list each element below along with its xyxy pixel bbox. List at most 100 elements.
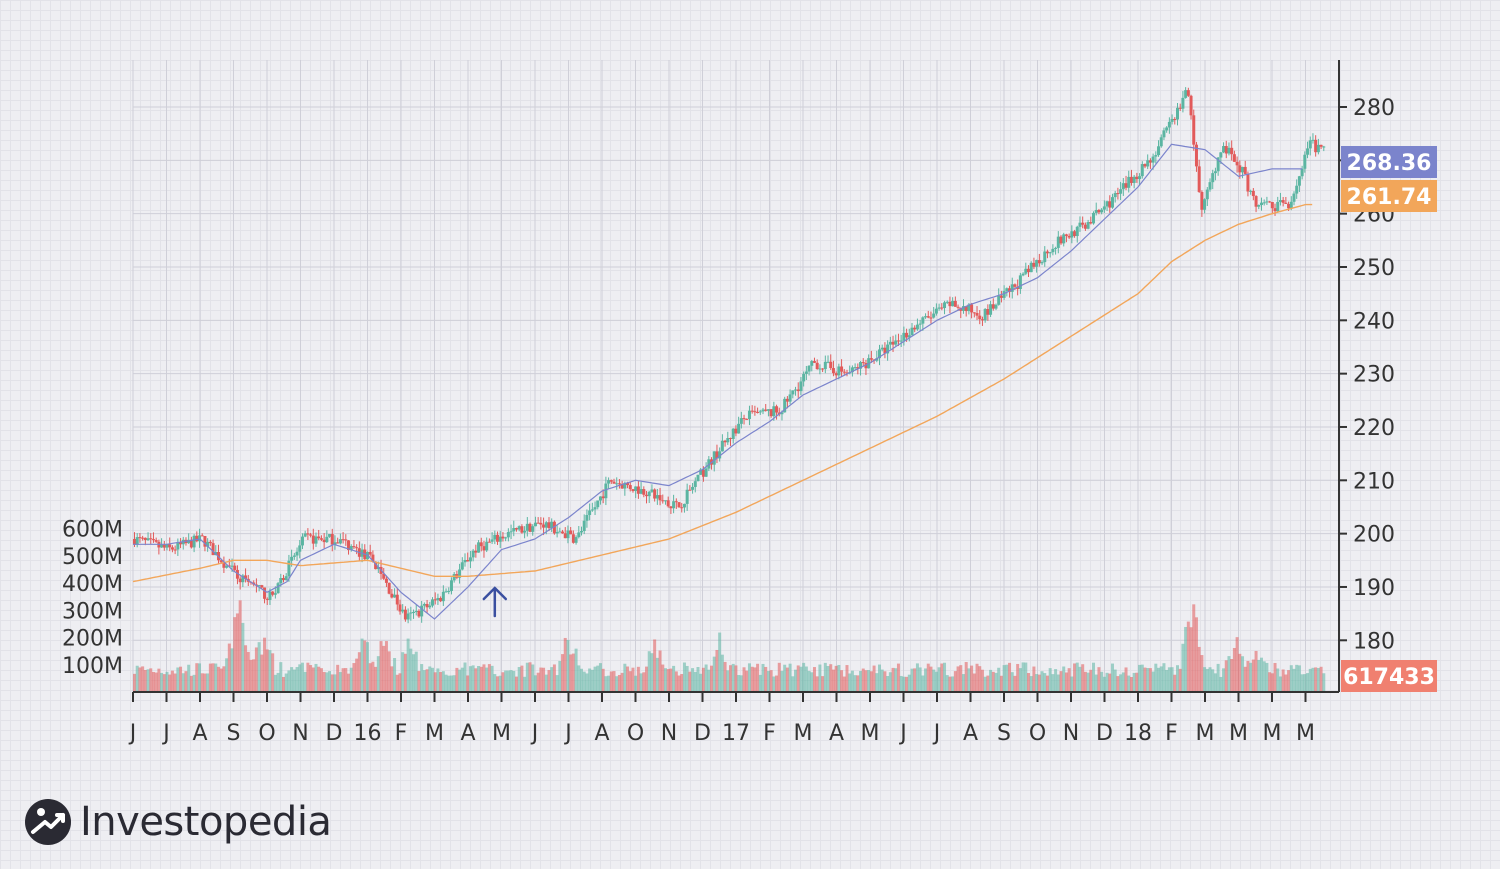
volume-bar — [1124, 667, 1128, 692]
price-tick-label: 230 — [1353, 363, 1395, 388]
volume-bar — [441, 671, 445, 692]
candle-body — [834, 373, 838, 376]
volume-bar — [187, 664, 191, 692]
volume-bar — [696, 667, 700, 692]
volume-label: 617433 — [1343, 665, 1435, 690]
candle-body — [1027, 268, 1030, 273]
candle-body — [509, 531, 513, 533]
candle-body — [265, 598, 269, 600]
volume-bar — [1021, 662, 1025, 692]
volume-bar — [558, 660, 562, 692]
volume-bar — [1165, 669, 1169, 692]
volume-bar — [325, 672, 329, 692]
volume-bar — [1045, 675, 1049, 692]
candle-body — [1113, 193, 1117, 198]
volume-bar — [642, 672, 646, 692]
candle-body — [176, 541, 180, 550]
volume-bar — [807, 670, 811, 692]
price-tick-label: 200 — [1353, 523, 1395, 548]
volume-bar — [330, 674, 334, 692]
volume-bar — [742, 667, 746, 692]
candle-body — [292, 555, 296, 557]
volume-bar — [1235, 637, 1239, 692]
candle-body — [1319, 144, 1323, 147]
volume-bar — [393, 658, 397, 692]
candle-body — [601, 496, 605, 499]
volume-bar — [1306, 673, 1310, 692]
volume-bar — [1216, 663, 1220, 692]
volume-bar — [680, 674, 684, 692]
volume-bar — [420, 664, 424, 692]
volume-bar — [574, 648, 578, 692]
volume-bar — [257, 642, 261, 692]
candle-body — [585, 514, 589, 521]
candle-body — [1062, 234, 1066, 244]
volume-bar — [869, 671, 873, 692]
candle-body — [555, 531, 559, 534]
candle-body — [826, 361, 830, 363]
volume-bar — [826, 666, 830, 692]
candle-body — [1243, 166, 1247, 174]
month-tick-label: F — [763, 721, 776, 746]
volume-bar — [314, 663, 318, 692]
month-tick-label: A — [829, 721, 844, 746]
candle-body — [189, 539, 193, 548]
candle-body — [330, 534, 334, 545]
candle-body — [628, 485, 632, 490]
candle-body — [940, 307, 944, 309]
volume-bar — [710, 665, 714, 692]
volume-bar — [477, 665, 481, 692]
candle-body — [347, 540, 351, 551]
volume-bar — [328, 671, 332, 692]
candle-body — [1002, 291, 1006, 298]
volume-bar — [422, 670, 426, 692]
candle-body — [552, 521, 556, 534]
candle-body — [783, 398, 787, 413]
candle-body — [693, 481, 697, 487]
candle-body — [1219, 152, 1223, 158]
volume-bar — [414, 651, 418, 692]
volume-bar — [999, 675, 1003, 692]
candle-body — [964, 306, 968, 312]
volume-bar — [745, 670, 749, 692]
candle-body — [680, 507, 684, 509]
candle-body — [547, 522, 551, 528]
candle-body — [1086, 222, 1090, 229]
volume-bar — [211, 663, 215, 692]
volume-bar — [525, 662, 529, 692]
volume-bar — [1140, 664, 1144, 692]
candle-body — [322, 539, 326, 543]
candle-body — [504, 537, 508, 539]
candle-body — [341, 539, 345, 541]
candle-body — [425, 603, 429, 608]
volume-bar — [387, 651, 391, 692]
candle-body — [672, 501, 676, 509]
volume-bar — [195, 663, 199, 692]
candle-body — [452, 574, 456, 581]
candle-body — [997, 295, 1001, 305]
volume-bar — [138, 667, 142, 692]
volume-bar — [1200, 655, 1204, 692]
candle-body — [1200, 191, 1204, 210]
candle-body — [528, 523, 532, 532]
candle-body — [1140, 164, 1144, 177]
volume-badge: 617433 — [1341, 660, 1437, 692]
candle-body — [639, 489, 643, 494]
volume-bar — [1005, 664, 1009, 692]
candle-body — [932, 313, 936, 318]
volume-bar — [344, 668, 348, 692]
candle-body — [674, 501, 678, 503]
candle-body — [989, 304, 993, 315]
volume-bar — [1024, 662, 1028, 692]
candle-body — [1178, 107, 1182, 109]
volume-bar — [1051, 674, 1055, 692]
candle-body — [715, 451, 719, 459]
volume-bar — [1157, 667, 1161, 692]
candle-body — [626, 482, 630, 486]
candle-body — [615, 483, 619, 485]
volume-bar — [173, 673, 177, 692]
candle-body — [807, 365, 811, 372]
volume-bar — [162, 674, 166, 692]
volume-bar — [880, 669, 884, 692]
